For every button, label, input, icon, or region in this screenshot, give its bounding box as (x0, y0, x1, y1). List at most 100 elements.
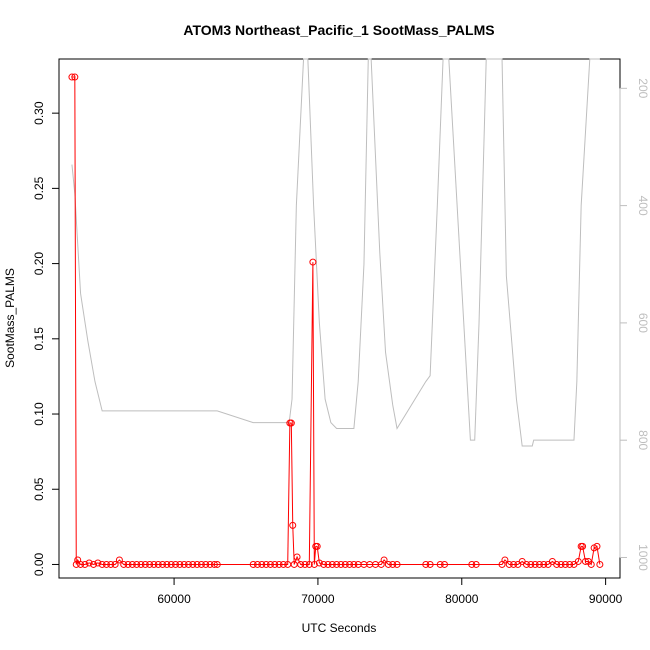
data-point (94, 559, 102, 567)
y-tick-label: 0.00 (32, 552, 46, 576)
data-point (71, 73, 79, 81)
data-point (115, 556, 123, 564)
data-point (266, 560, 274, 568)
data-point (154, 560, 162, 568)
data-point (159, 560, 167, 568)
secondary-y-axis: 200 400 600 800 1000 (619, 78, 650, 571)
data-point (120, 560, 128, 568)
data-point (472, 560, 480, 568)
data-point (137, 560, 145, 568)
data-point (289, 521, 297, 529)
data-point (197, 560, 205, 568)
x-axis-label: UTC Seconds (302, 621, 377, 635)
data-point (275, 560, 283, 568)
data-point (596, 560, 604, 568)
data-point (309, 258, 317, 266)
data-point (141, 560, 149, 568)
data-point (254, 560, 262, 568)
data-point (384, 560, 392, 568)
series-line (71, 76, 601, 566)
y-axis-label: SootMass_PALMS (3, 268, 17, 368)
data-point (68, 73, 76, 81)
data-point (341, 560, 349, 568)
data-point (566, 560, 574, 568)
data-point (557, 560, 565, 568)
data-point (146, 560, 154, 568)
data-point (102, 560, 110, 568)
data-point (587, 560, 595, 568)
y-tick-label: 0.15 (32, 327, 46, 351)
y-tick-label: 0.05 (32, 477, 46, 501)
data-point (426, 560, 434, 568)
data-point (81, 560, 89, 568)
y-axis: 0.00 0.05 0.10 0.15 0.20 0.25 0.30 (32, 101, 60, 576)
y2-tick-label: 200 (636, 78, 650, 98)
data-point (579, 542, 587, 550)
data-point (85, 559, 93, 567)
data-point (193, 560, 201, 568)
data-point (333, 560, 341, 568)
data-point (90, 560, 98, 568)
data-point (501, 556, 509, 564)
data-point (328, 560, 336, 568)
data-point (124, 560, 132, 568)
data-point (324, 560, 332, 568)
data-point (505, 560, 513, 568)
data-point (380, 556, 388, 564)
data-point (128, 560, 136, 568)
y-tick-label: 0.30 (32, 101, 46, 125)
data-point (213, 560, 221, 568)
data-point (249, 560, 257, 568)
data-point (167, 560, 175, 568)
data-point (293, 553, 301, 561)
data-point (315, 559, 323, 567)
data-point (210, 560, 218, 568)
data-point (468, 560, 476, 568)
data-point (531, 560, 539, 568)
data-point (77, 560, 85, 568)
data-point (346, 560, 354, 568)
data-point (297, 560, 305, 568)
data-point (523, 560, 530, 568)
data-point (98, 560, 106, 568)
data-point (133, 560, 141, 568)
data-point (581, 557, 589, 565)
y2-tick-label: 800 (636, 430, 650, 450)
data-point (150, 560, 158, 568)
data-point (184, 560, 192, 568)
y-tick-label: 0.25 (32, 176, 46, 200)
data-point (202, 560, 210, 568)
data-point (337, 560, 345, 568)
data-point (72, 560, 80, 568)
data-point (107, 560, 115, 568)
x-tick-label: 60000 (157, 592, 191, 606)
data-point (301, 560, 309, 568)
data-point (441, 560, 449, 568)
data-point (262, 560, 270, 568)
data-point (393, 560, 401, 568)
data-point (172, 560, 180, 568)
x-axis: 60000 70000 80000 90000 (157, 577, 623, 606)
data-point (111, 560, 119, 568)
plot-frame (58, 58, 621, 579)
y2-tick-label: 1000 (636, 544, 650, 571)
x-tick-label: 80000 (445, 592, 479, 606)
data-point (206, 560, 214, 568)
chart-title: ATOM3 Northeast_Pacific_1 SootMass_PALMS (183, 22, 494, 38)
secondary-series-line (71, 58, 600, 447)
y-tick-label: 0.20 (32, 252, 46, 276)
data-point (258, 560, 266, 568)
data-point (180, 560, 188, 568)
data-point (436, 560, 444, 568)
data-point (350, 560, 358, 568)
data-point (279, 560, 287, 568)
y2-tick-label: 400 (636, 196, 650, 216)
data-point (540, 560, 548, 568)
y-tick-label: 0.10 (32, 402, 46, 426)
data-point (422, 560, 430, 568)
data-point (287, 419, 295, 427)
data-point (320, 560, 328, 568)
data-point (189, 560, 197, 568)
y2-tick-label: 600 (636, 313, 650, 333)
